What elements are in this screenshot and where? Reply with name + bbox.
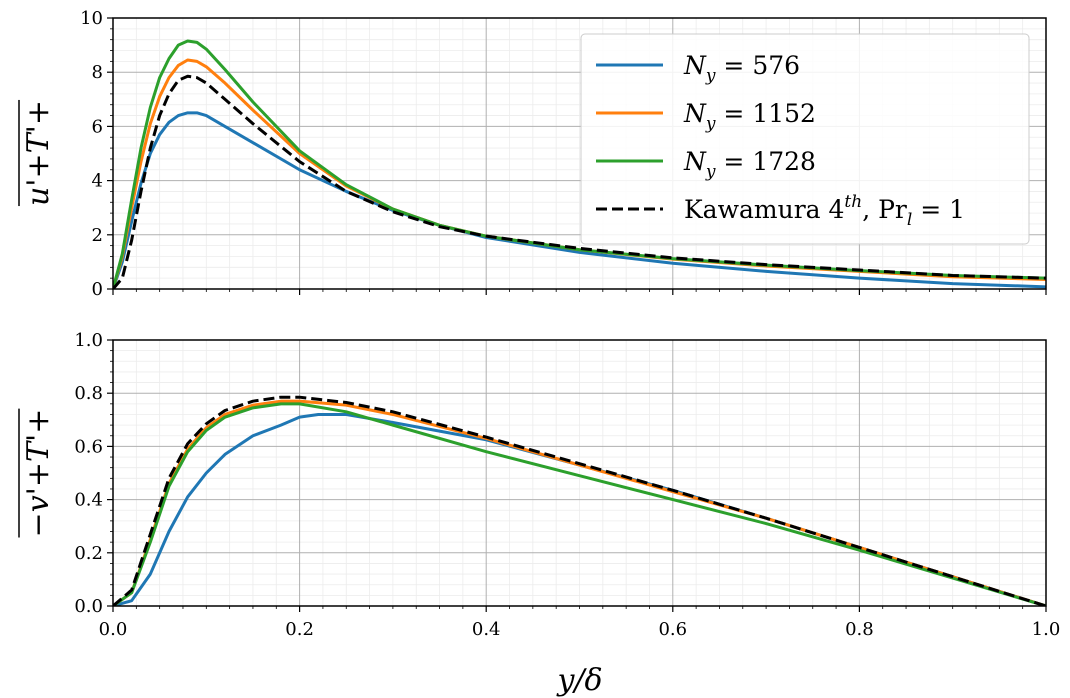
x-tick-label: 0.0	[99, 619, 128, 640]
legend-box	[580, 33, 1030, 245]
x-tick-label: 0.4	[472, 619, 501, 640]
y-tick-label: 0.6	[74, 436, 103, 457]
x-tick-label: 0.2	[285, 619, 314, 640]
series-line-top-3	[113, 74, 1046, 289]
series-line-bottom-3	[113, 395, 1046, 606]
y-tick-label: 0.4	[74, 490, 103, 511]
series-line-top-2	[113, 39, 1046, 289]
y-tick-label: 10	[80, 8, 103, 29]
y-tick-label: 1.0	[74, 330, 103, 351]
x-axis-label: y/δ	[555, 663, 602, 698]
y-axis-label-text: u'+T'+	[21, 100, 56, 206]
y-tick-label: 0	[92, 279, 103, 300]
y-tick-label: 0.8	[74, 383, 103, 404]
bottom-y-axis-label: −v'+T'+	[18, 408, 56, 538]
x-tick-label: 0.8	[845, 619, 874, 640]
top-y-axis-label: u'+T'+	[18, 99, 56, 207]
bottom-panel-v-t-correlation: 0.0 0.2 0.4 0.6 0.8 1.0 0.0 0.2 0.4 0.6 0.8 1.0	[74, 330, 1060, 640]
top-panel-u-t-correlation: 0 2 4 6 8 10 Ny = 576 Ny = 1152 Ny = 1728 Kawamur…	[80, 8, 1047, 300]
legend-entry-label: Ny = 1152	[683, 99, 816, 134]
legend-entry-label: Kawamura 4th, Prl = 1	[684, 192, 965, 230]
y-tick-label: 2	[92, 225, 103, 246]
series-line-bottom-2	[113, 402, 1046, 606]
y-tick-label: 6	[92, 116, 103, 137]
x-tick-label: 0.6	[658, 619, 687, 640]
y-tick-label: 8	[92, 62, 103, 83]
y-tick-label: 0.2	[74, 543, 103, 564]
legend: Ny = 576 Ny = 1152 Ny = 1728 Kawamura 4th, …	[580, 33, 1030, 245]
y-tick-label: 4	[92, 171, 103, 192]
y-axis-label-text: −v'+T'+	[21, 409, 56, 538]
legend-entry-label: Ny = 1728	[683, 147, 816, 182]
y-tick-label: 0.0	[74, 596, 103, 617]
legend-entry-label: Ny = 576	[683, 51, 800, 86]
x-tick-label: 1.0	[1032, 619, 1061, 640]
